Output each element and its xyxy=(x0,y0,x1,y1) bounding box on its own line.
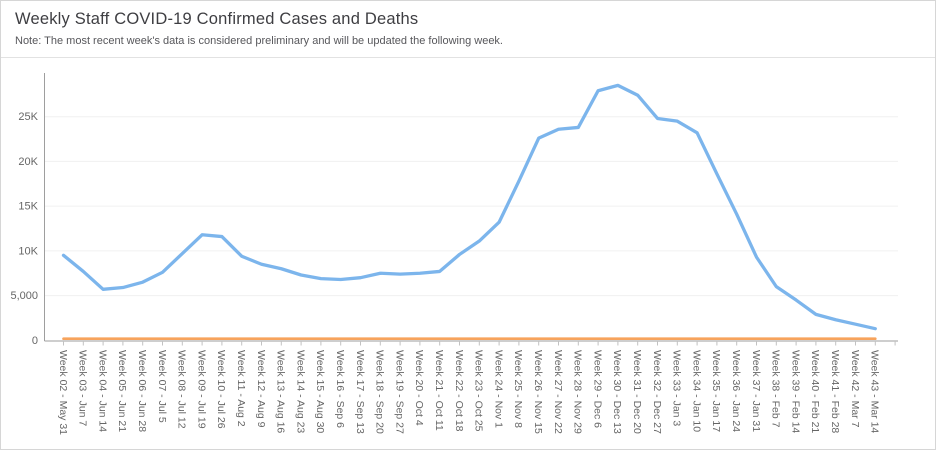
weekly-cases-deaths-chart: 0 5,000 10K 15K 20K 25K Week 02 - May 31 Week 0… xyxy=(1,58,935,449)
x-axis-label: Week 24 - Nov 1 xyxy=(492,350,504,428)
x-axis-label: Week 17 - Sep 13 xyxy=(354,350,366,434)
x-axis-label: Week 14 - Aug 23 xyxy=(294,350,306,433)
x-axis-label: Week 31 - Dec 20 xyxy=(631,350,643,434)
x-axis-label: Week 03 - Jun 7 xyxy=(77,350,89,426)
x-axis-label: Week 30 - Dec 13 xyxy=(611,350,623,434)
confirmed-cases-series-line[interactable] xyxy=(61,83,877,331)
x-axis-label: Week 13 - Aug 16 xyxy=(275,350,287,433)
x-axis-label: Week 06 - Jun 28 xyxy=(136,350,148,432)
y-axis-label: 5,000 xyxy=(10,290,38,302)
x-axis-label: Week 29 - Dec 6 xyxy=(591,350,603,428)
x-axis-label: Week 02 - May 31 xyxy=(57,350,69,435)
x-axis-label: Week 23 - Oct 25 xyxy=(473,350,485,432)
x-axis-label: Week 09 - Jul 19 xyxy=(195,350,207,429)
x-axis-label: Week 20 - Oct 4 xyxy=(413,350,425,426)
y-axis-label: 20K xyxy=(18,156,38,168)
x-axis-label: Week 43 - Mar 14 xyxy=(869,350,881,433)
x-axis-label: Week 04 - Jun 14 xyxy=(96,350,108,432)
x-axis-label: Week 25 - Nov 8 xyxy=(512,350,524,428)
x-axis-label: Week 10 - Jul 26 xyxy=(215,350,227,429)
x-axis-label: Week 16 - Sep 6 xyxy=(334,350,346,428)
x-axis-label: Week 32 - Dec 27 xyxy=(651,350,663,434)
x-axis-label: Week 26 - Nov 15 xyxy=(532,350,544,434)
x-axis-label: Week 12 - Aug 9 xyxy=(255,350,267,428)
x-axis-label: Week 19 - Sep 27 xyxy=(393,350,405,434)
x-axis-label: Week 08 - Jul 12 xyxy=(176,350,188,429)
x-axis-label: Week 21 - Oct 11 xyxy=(433,350,445,431)
y-axis-label: 0 xyxy=(32,335,38,347)
x-axis-label: Week 37 - Jan 31 xyxy=(750,350,762,432)
x-axis-label: Week 33 - Jan 3 xyxy=(671,350,683,426)
x-axis-label: Week 22 - Oct 18 xyxy=(453,350,465,432)
x-axis-label: Week 07 - Jul 5 xyxy=(156,350,168,423)
x-axis-label: Week 15 - Aug 30 xyxy=(314,350,326,433)
x-axis-label: Week 34 - Jan 10 xyxy=(690,350,702,432)
page-title: Weekly Staff COVID-19 Confirmed Cases an… xyxy=(15,10,419,28)
x-axis-label: Week 39 - Feb 14 xyxy=(789,350,801,433)
y-axis-label: 25K xyxy=(18,111,38,123)
x-axis-label: Week 38 - Feb 7 xyxy=(770,350,782,428)
x-axis-label: Week 28 - Nov 29 xyxy=(572,350,584,434)
x-axis-label: Week 27 - Nov 22 xyxy=(552,350,564,434)
x-axis-label: Week 42 - Mar 7 xyxy=(849,350,861,428)
y-axis-label: 10K xyxy=(18,245,38,257)
y-axis-label: 15K xyxy=(18,201,38,213)
preliminary-data-note: Note: The most recent week's data is con… xyxy=(15,35,503,47)
x-axis-label: Week 05 - Jun 21 xyxy=(116,350,128,432)
x-axis-label: Week 11 - Aug 2 xyxy=(235,350,247,427)
report-header: Weekly Staff COVID-19 Confirmed Cases an… xyxy=(1,1,935,58)
x-axis-label: Week 36 - Jan 24 xyxy=(730,350,742,432)
x-axis-label: Week 41 - Feb 28 xyxy=(829,350,841,433)
x-axis-label: Week 18 - Sep 20 xyxy=(374,350,386,434)
x-axis-label: Week 40 - Feb 21 xyxy=(809,350,821,433)
x-axis-label: Week 35 - Jan 17 xyxy=(710,350,722,432)
